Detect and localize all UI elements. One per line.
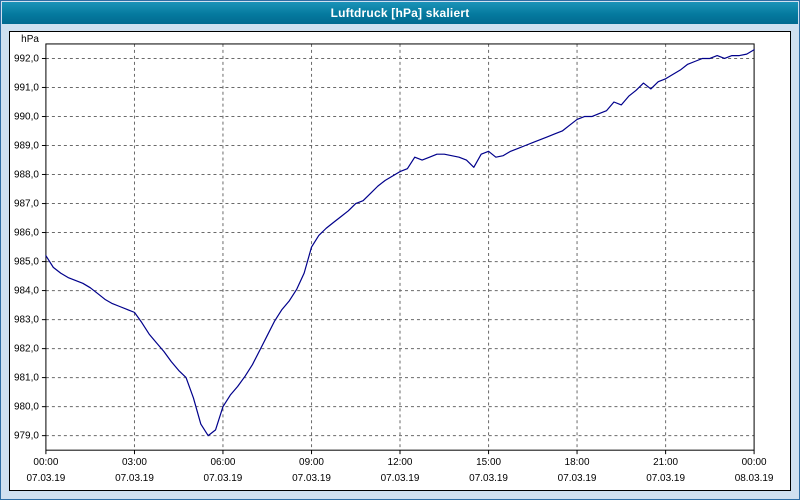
svg-text:12:00: 12:00 bbox=[388, 457, 413, 468]
svg-text:07.03.19: 07.03.19 bbox=[27, 473, 66, 484]
svg-text:07.03.19: 07.03.19 bbox=[115, 473, 154, 484]
svg-text:991,0: 991,0 bbox=[14, 82, 39, 93]
svg-text:00:00: 00:00 bbox=[742, 457, 767, 468]
svg-text:07.03.19: 07.03.19 bbox=[204, 473, 243, 484]
pressure-line-chart: 979,0 980,0 981,0 982,0 983,0 984,0 985,0 986,0… bbox=[14, 34, 774, 484]
svg-text:980,0: 980,0 bbox=[14, 402, 39, 413]
svg-text:07.03.19: 07.03.19 bbox=[469, 473, 508, 484]
svg-text:07.03.19: 07.03.19 bbox=[646, 473, 685, 484]
svg-text:979,0: 979,0 bbox=[14, 431, 39, 442]
svg-text:982,0: 982,0 bbox=[14, 344, 39, 355]
svg-text:988,0: 988,0 bbox=[14, 169, 39, 180]
svg-text:09:00: 09:00 bbox=[299, 457, 324, 468]
svg-text:989,0: 989,0 bbox=[14, 140, 39, 151]
svg-text:03:00: 03:00 bbox=[122, 457, 147, 468]
svg-text:987,0: 987,0 bbox=[14, 199, 39, 210]
svg-text:08.03.19: 08.03.19 bbox=[735, 473, 774, 484]
svg-text:15:00: 15:00 bbox=[476, 457, 501, 468]
svg-text:07.03.19: 07.03.19 bbox=[381, 473, 420, 484]
svg-text:990,0: 990,0 bbox=[14, 112, 39, 123]
svg-text:21:00: 21:00 bbox=[653, 457, 678, 468]
svg-text:07.03.19: 07.03.19 bbox=[292, 473, 331, 484]
svg-text:983,0: 983,0 bbox=[14, 315, 39, 326]
svg-text:984,0: 984,0 bbox=[14, 286, 39, 297]
svg-text:992,0: 992,0 bbox=[14, 53, 39, 64]
svg-text:986,0: 986,0 bbox=[14, 228, 39, 239]
svg-text:07.03.19: 07.03.19 bbox=[558, 473, 597, 484]
svg-text:981,0: 981,0 bbox=[14, 373, 39, 384]
window-titlebar[interactable]: Luftdruck [hPa] skaliert bbox=[2, 2, 798, 24]
svg-text:18:00: 18:00 bbox=[565, 457, 590, 468]
chart-panel: 979,0 980,0 981,0 982,0 983,0 984,0 985,0 986,0… bbox=[9, 31, 791, 491]
svg-text:06:00: 06:00 bbox=[210, 457, 235, 468]
svg-text:00:00: 00:00 bbox=[33, 457, 58, 468]
svg-text:985,0: 985,0 bbox=[14, 257, 39, 268]
svg-text:hPa: hPa bbox=[21, 34, 39, 45]
window-title: Luftdruck [hPa] skaliert bbox=[330, 6, 470, 20]
